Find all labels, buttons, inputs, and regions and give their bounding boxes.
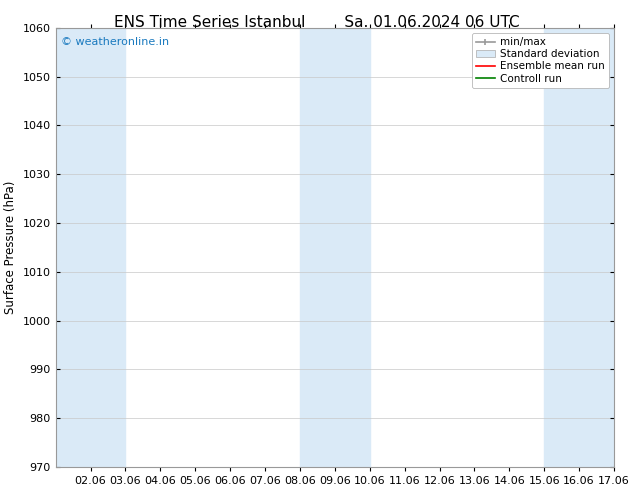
Legend: min/max, Standard deviation, Ensemble mean run, Controll run: min/max, Standard deviation, Ensemble me… <box>472 33 609 88</box>
Bar <box>579 28 614 467</box>
Bar <box>335 28 370 467</box>
Y-axis label: Surface Pressure (hPa): Surface Pressure (hPa) <box>4 181 17 314</box>
Text: ENS Time Series Istanbul        Sa. 01.06.2024 06 UTC: ENS Time Series Istanbul Sa. 01.06.2024 … <box>114 15 520 30</box>
Text: © weatheronline.in: © weatheronline.in <box>61 37 169 47</box>
Bar <box>300 28 335 467</box>
Bar <box>56 28 91 467</box>
Bar <box>544 28 579 467</box>
Bar <box>91 28 126 467</box>
